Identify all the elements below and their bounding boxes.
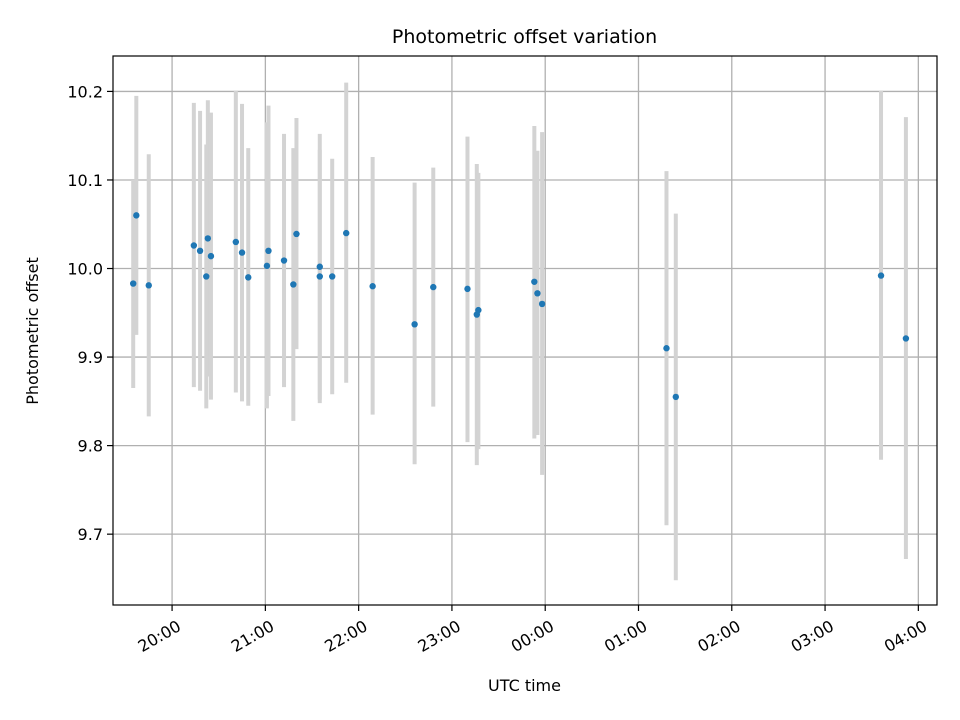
chart-title: Photometric offset variation bbox=[392, 26, 657, 48]
data-point bbox=[672, 393, 680, 401]
x-tick-label: 21:00 bbox=[228, 616, 277, 656]
data-point bbox=[329, 273, 336, 280]
data-point bbox=[290, 281, 297, 288]
data-points bbox=[130, 212, 910, 401]
x-tick-label: 00:00 bbox=[508, 616, 557, 656]
data-point bbox=[464, 285, 471, 293]
data-point bbox=[145, 282, 152, 289]
data-point bbox=[475, 306, 482, 314]
error-bars bbox=[131, 82, 908, 581]
data-point bbox=[316, 263, 323, 270]
data-point bbox=[369, 283, 376, 290]
data-point bbox=[902, 335, 910, 342]
data-point bbox=[130, 280, 137, 287]
y-axis-label: Photometric offset bbox=[23, 257, 42, 405]
data-point bbox=[263, 262, 271, 270]
x-tick-label: 22:00 bbox=[321, 616, 370, 656]
x-tick-label: 04:00 bbox=[881, 616, 930, 656]
y-axis-ticks: 9.7 9.8 9.9 10.0 10.1 10.2 bbox=[67, 82, 113, 544]
data-point bbox=[204, 235, 212, 242]
x-tick-label: 03:00 bbox=[788, 616, 837, 656]
data-point bbox=[538, 300, 546, 308]
data-point bbox=[316, 273, 323, 280]
data-point bbox=[663, 345, 670, 352]
data-point bbox=[190, 242, 198, 249]
x-tick-label: 02:00 bbox=[694, 616, 743, 656]
y-tick-label: 10.1 bbox=[67, 171, 103, 190]
x-axis-label: UTC time bbox=[488, 676, 561, 695]
x-tick-label: 23:00 bbox=[414, 616, 463, 656]
data-point bbox=[207, 252, 215, 260]
grid-lines bbox=[113, 56, 937, 605]
plot-frame bbox=[112, 55, 938, 606]
x-tick-label: 20:00 bbox=[135, 616, 184, 656]
y-tick-label: 9.7 bbox=[78, 525, 103, 544]
y-tick-label: 10.0 bbox=[67, 260, 103, 279]
data-point bbox=[280, 257, 288, 264]
data-point bbox=[196, 247, 204, 255]
x-axis-ticks: 20:00 21:00 22:00 23:00 00:00 01:00 02:00 03:00… bbox=[135, 605, 930, 656]
data-point bbox=[238, 249, 246, 256]
data-point bbox=[203, 273, 210, 280]
data-point bbox=[531, 278, 538, 285]
y-tick-label: 9.9 bbox=[78, 348, 103, 367]
data-point bbox=[343, 229, 350, 237]
data-point bbox=[265, 247, 272, 255]
y-tick-label: 10.2 bbox=[67, 82, 103, 101]
data-point bbox=[411, 321, 418, 328]
y-tick-label: 9.8 bbox=[78, 437, 103, 456]
data-point bbox=[245, 274, 252, 281]
x-tick-label: 01:00 bbox=[601, 616, 650, 656]
data-point bbox=[534, 290, 541, 297]
data-point bbox=[877, 272, 885, 279]
data-point bbox=[232, 238, 240, 246]
data-point bbox=[430, 283, 437, 291]
data-point bbox=[133, 212, 140, 219]
data-point bbox=[293, 230, 300, 238]
